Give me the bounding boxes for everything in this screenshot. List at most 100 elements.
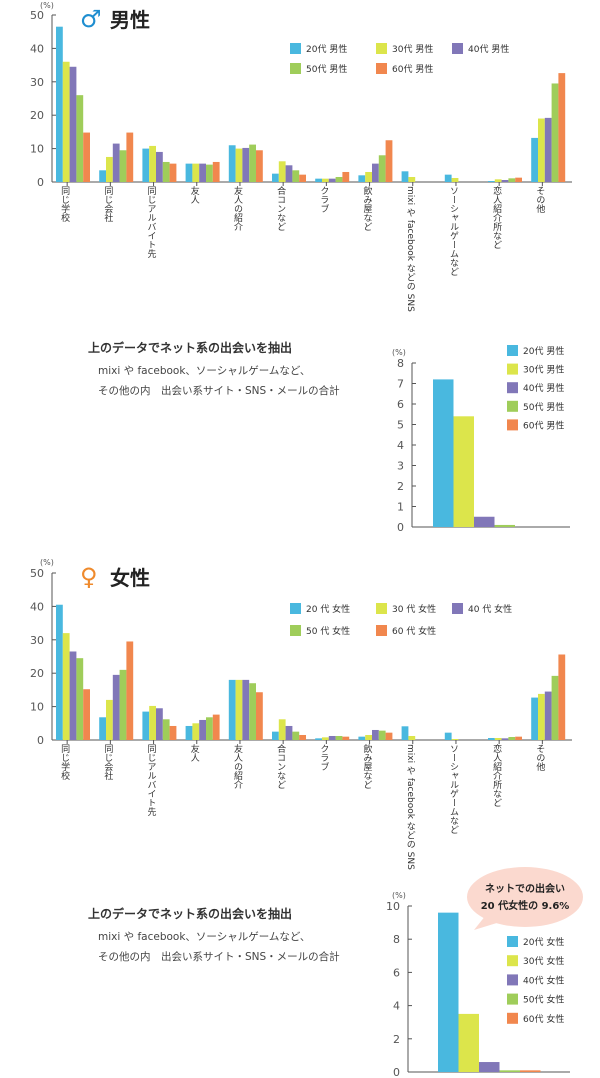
- bar: [401, 171, 409, 182]
- category-label: その他: [534, 744, 545, 772]
- chart-1: (%) 0 10 20 30 40 50 同じ学校 同じ会社 同じアルバイト先 友人 友人の紹介 合コン…: [30, 1, 572, 312]
- bar: [272, 173, 279, 182]
- bar: [149, 705, 156, 740]
- category-label: 友人の紹介: [232, 743, 243, 789]
- bar: [365, 171, 372, 182]
- y-tick-label: 30: [30, 76, 44, 89]
- y-tick-label: 8: [397, 357, 404, 370]
- category-label: 合コンなど: [275, 743, 286, 789]
- bar: [538, 118, 545, 182]
- note-line: その他の内 出会い系サイト・SNS・メールの合計: [98, 950, 340, 963]
- male-symbol-icon: ♂: [80, 5, 102, 33]
- bar: [551, 675, 559, 740]
- note-block: 上のデータでネット系の出会いを抽出 mixi や facebook、ソーシャルゲー…: [88, 906, 340, 963]
- bar: [156, 151, 163, 182]
- category-label: 飲み屋など: [362, 185, 373, 231]
- bar: [378, 155, 386, 182]
- axis-unit-label: (%): [40, 558, 54, 567]
- bar: [385, 140, 393, 182]
- legend-label: 40代 女性: [523, 974, 564, 986]
- y-tick-label: 7: [397, 378, 404, 391]
- legend-label: 50代 男性: [523, 401, 564, 413]
- legend-label: 30代 男性: [392, 43, 433, 55]
- bar: [149, 145, 156, 182]
- category-label: ソーシャルゲームなど: [448, 744, 459, 834]
- chart-2: (%) 0 1 2 3 4 5 6 7 8 20代 男性 30代 男性 40代 男性 50代 男性 60代 …: [392, 345, 570, 534]
- bar: [315, 738, 322, 740]
- bar: [322, 737, 329, 740]
- bar: [106, 156, 113, 182]
- category-label: 同じアルバイト先: [146, 186, 157, 259]
- bar: [156, 708, 163, 740]
- bar: [433, 379, 454, 527]
- axis-unit-label: (%): [392, 891, 406, 900]
- bar: [322, 178, 329, 182]
- bar: [235, 679, 243, 740]
- category-label: 同じ会社: [102, 744, 113, 781]
- bar: [328, 178, 336, 182]
- y-tick-label: 6: [393, 966, 400, 979]
- legend-label: 60代 男性: [392, 63, 433, 75]
- female-symbol-icon: ♀: [80, 563, 98, 591]
- legend-label: 40代 男性: [468, 43, 509, 55]
- bar: [531, 697, 538, 740]
- bar: [169, 725, 177, 740]
- bar: [408, 735, 416, 740]
- legend-swatch: [290, 603, 301, 614]
- legend-label: 60代 男性: [523, 419, 564, 431]
- bar: [242, 679, 250, 740]
- legend-swatch: [507, 382, 518, 394]
- bar: [99, 170, 106, 182]
- bar: [192, 723, 200, 740]
- note-heading: 上のデータでネット系の出会いを抽出: [88, 906, 292, 921]
- bar: [272, 731, 279, 740]
- bar: [83, 689, 90, 740]
- callout-tail: [474, 915, 500, 930]
- legend-label: 50 代 女性: [306, 625, 350, 637]
- axis-unit-label: (%): [40, 1, 54, 10]
- bar: [342, 736, 350, 740]
- bar: [508, 178, 516, 182]
- y-tick-label: 20: [30, 109, 44, 122]
- category-label: クラブ: [318, 744, 328, 771]
- legend-swatch: [507, 993, 518, 1005]
- bar: [365, 734, 372, 740]
- legend-label: 40代 男性: [523, 382, 564, 394]
- category-label: 恋人紹介所など: [491, 185, 502, 249]
- bar: [162, 719, 170, 740]
- bar: [342, 171, 350, 182]
- bar: [126, 132, 134, 182]
- bar: [372, 729, 379, 740]
- bar: [499, 1070, 520, 1072]
- y-tick-label: 0: [37, 176, 44, 189]
- y-tick-label: 0: [393, 1066, 400, 1078]
- bar: [558, 73, 566, 182]
- y-tick-label: 8: [393, 933, 400, 946]
- legend-swatch: [290, 625, 301, 636]
- callout-shape: [467, 867, 583, 927]
- bar: [56, 26, 63, 182]
- y-tick-label: 1: [397, 501, 404, 514]
- bar: [515, 736, 522, 740]
- y-tick-label: 3: [397, 460, 404, 473]
- legend: 20代 女性 30代 女性 40代 女性 50代 女性 60代 女性: [507, 936, 564, 1025]
- legend-swatch: [376, 625, 387, 636]
- bar: [451, 738, 459, 740]
- bar: [488, 180, 495, 182]
- note-line: mixi や facebook、ソーシャルゲームなど、: [98, 365, 310, 377]
- y-tick-label: 50: [30, 567, 44, 580]
- legend-swatch: [290, 43, 301, 54]
- bar: [508, 736, 516, 740]
- legend-swatch: [376, 603, 387, 614]
- y-tick-label: 40: [30, 600, 44, 613]
- bar: [278, 719, 286, 740]
- legend: 20 代 女性 30 代 女性 40 代 女性 50 代 女性 60 代 女性: [290, 603, 512, 637]
- legend-label: 40 代 女性: [468, 603, 512, 615]
- bar: [335, 735, 343, 740]
- bar: [235, 148, 243, 182]
- legend-label: 30 代 女性: [392, 603, 436, 615]
- bar: [162, 161, 170, 182]
- bar: [185, 163, 193, 182]
- bar: [408, 176, 416, 182]
